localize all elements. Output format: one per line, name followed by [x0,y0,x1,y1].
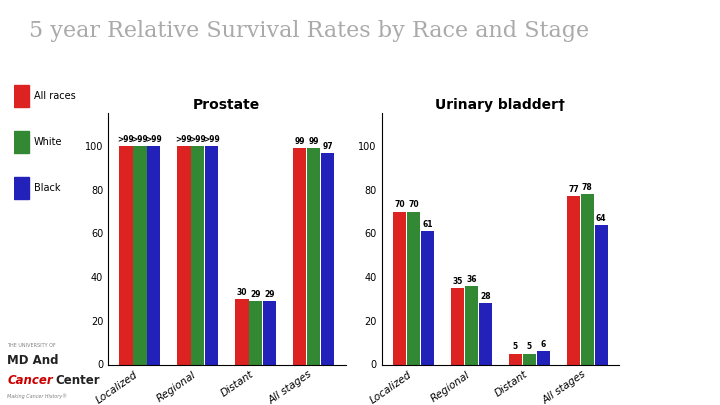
Text: 36: 36 [466,275,477,284]
Bar [177,146,191,364]
Bar [523,354,536,364]
Text: 97: 97 [323,141,333,151]
Text: THE UNIVERSITY OF: THE UNIVERSITY OF [7,343,56,348]
Bar [451,288,464,364]
Bar [147,146,161,364]
Text: Cancer: Cancer [7,374,53,387]
Text: All races: All races [34,91,76,100]
Text: 5: 5 [527,342,532,352]
Bar [536,352,550,365]
Bar [14,131,29,153]
Bar [235,299,248,364]
Bar [580,194,594,364]
Text: >99: >99 [189,135,206,144]
Text: 99: 99 [308,137,319,146]
Bar [509,354,522,364]
Bar [407,212,420,364]
Text: >99: >99 [176,135,192,144]
Text: 64: 64 [596,213,606,223]
Text: >99: >99 [145,135,162,144]
Title: Prostate: Prostate [193,98,261,112]
Text: Center: Center [56,374,101,387]
Text: 29: 29 [264,290,275,299]
Text: >99: >99 [203,135,220,144]
Bar [420,231,434,364]
Text: 99: 99 [294,137,305,146]
Bar [205,146,218,364]
Bar [465,286,478,364]
Bar [567,196,580,364]
Bar [14,177,29,199]
Text: Making Cancer History®: Making Cancer History® [7,393,67,399]
Text: White: White [34,137,63,147]
Text: 35: 35 [452,277,463,286]
Bar [393,212,406,364]
Text: MD And: MD And [7,354,59,367]
Text: 70: 70 [408,200,419,209]
Text: 6: 6 [541,340,546,349]
Text: Black: Black [34,183,60,193]
Bar [249,301,262,364]
Text: 78: 78 [582,183,593,192]
Text: 5: 5 [513,342,518,352]
Bar [595,225,608,364]
Bar [192,146,204,364]
Bar [263,301,276,364]
Bar [120,146,132,364]
Bar [479,303,492,365]
Text: 5 year Relative Survival Rates by Race and Stage: 5 year Relative Survival Rates by Race a… [29,20,589,42]
Text: 28: 28 [480,292,490,301]
Bar [14,85,29,107]
Text: 30: 30 [237,288,247,297]
Text: 70: 70 [395,200,405,209]
Bar [321,153,334,364]
Bar [133,146,147,364]
Text: 29: 29 [251,290,261,299]
Text: >99: >99 [117,135,135,144]
Title: Urinary bladder†: Urinary bladder† [436,98,565,112]
Text: >99: >99 [132,135,148,144]
Text: 77: 77 [568,185,579,194]
Text: 61: 61 [422,220,433,229]
Bar [293,148,307,364]
Bar [307,148,320,364]
